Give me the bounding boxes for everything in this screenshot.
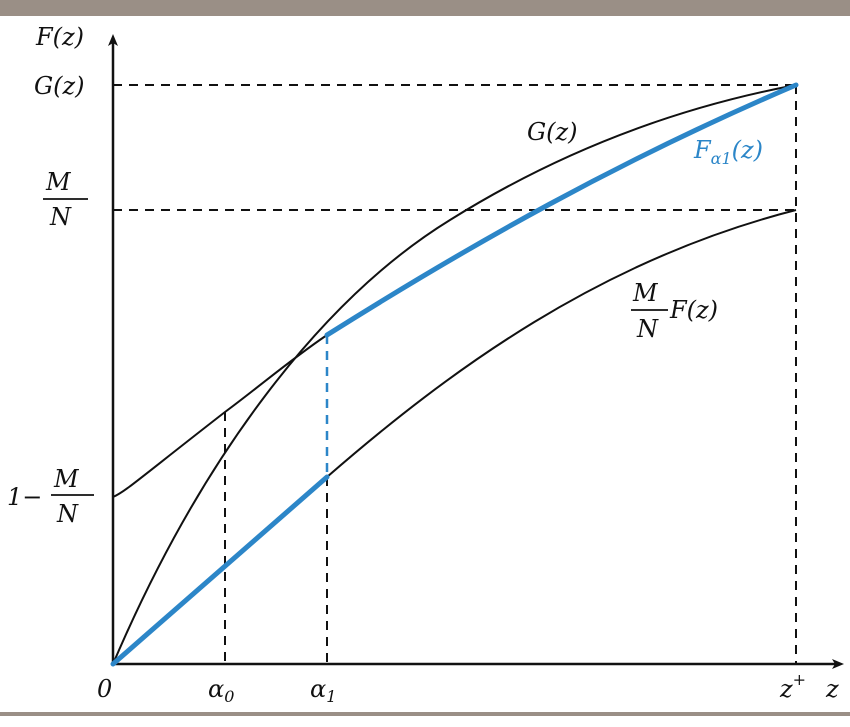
upper-curve bbox=[112, 334, 328, 498]
y-tick-g: G(z) bbox=[34, 72, 85, 100]
scaled-f-label: M N F(z) bbox=[631, 279, 718, 343]
scaled-f-curve bbox=[326, 209, 797, 478]
x-tick-alpha0: α0 bbox=[208, 675, 234, 706]
f-alpha1-label: Fα1(z) bbox=[693, 136, 763, 168]
y-tick-one-minus-m-over-n: 1− M N bbox=[7, 465, 94, 528]
bottom-rule bbox=[0, 712, 850, 716]
f-alpha1-upper bbox=[324, 82, 799, 338]
svg-text:M: M bbox=[45, 168, 72, 196]
svg-text:1−: 1− bbox=[7, 483, 42, 511]
y-tick-m-over-n: M N bbox=[43, 168, 88, 231]
g-curve-label: G(z) bbox=[527, 118, 578, 146]
svg-text:N: N bbox=[56, 500, 79, 528]
svg-text:N: N bbox=[49, 203, 72, 231]
x-tick-origin: 0 bbox=[97, 675, 112, 703]
x-tick-zplus: z+ bbox=[779, 670, 806, 703]
svg-text:M: M bbox=[632, 279, 659, 307]
y-axis-label: F(z) bbox=[35, 23, 84, 51]
top-rule bbox=[0, 0, 850, 16]
svg-text:N: N bbox=[636, 315, 659, 343]
g-curve bbox=[112, 84, 797, 665]
x-axis-label: z bbox=[825, 675, 839, 703]
svg-text:M: M bbox=[53, 465, 80, 493]
f-alpha1-lower bbox=[110, 474, 330, 667]
x-tick-alpha1: α1 bbox=[310, 675, 336, 706]
svg-text:F(z): F(z) bbox=[669, 296, 718, 324]
